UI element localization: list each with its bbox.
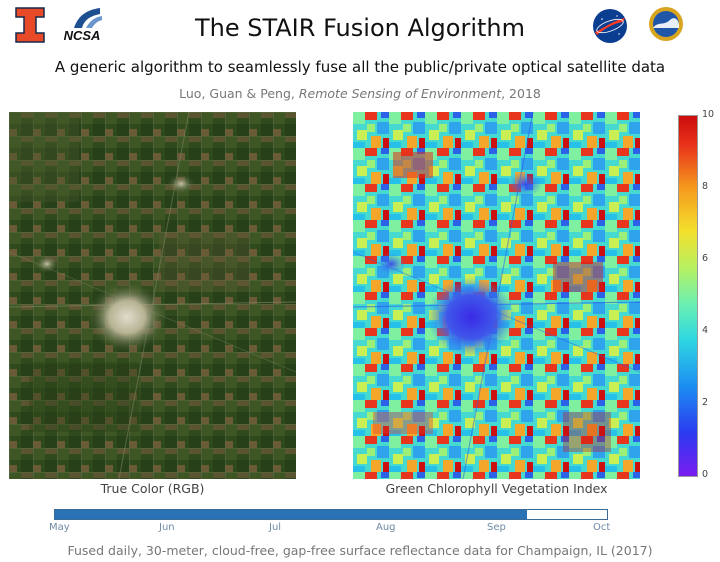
month-label-jun: Jun [159, 522, 175, 533]
colorbar-tick-8: 8 [702, 181, 709, 192]
footer-caption: Fused daily, 30-meter, cloud-free, gap-f… [67, 543, 653, 558]
page-subtitle: A generic algorithm to seamlessly fuse a… [54, 58, 666, 76]
nasa-logo-icon [593, 9, 627, 43]
citation-authors: Luo, Guan & Peng, [179, 86, 299, 101]
colorbar-tick-4: 4 [702, 325, 709, 336]
citation: Luo, Guan & Peng, Remote Sensing of Envi… [0, 86, 720, 101]
gcvi-image [353, 112, 640, 479]
month-label-sep: Sep [487, 522, 506, 533]
ncsa-logo-text: NCSA [63, 28, 101, 43]
nsf-logo-icon [649, 7, 683, 41]
colorbar-tick-2: 2 [702, 397, 709, 408]
ncsa-logo: NCSA [56, 8, 108, 44]
month-label-aug: Aug [376, 522, 396, 533]
ncsa-swoosh-icon [74, 8, 102, 28]
true-color-caption: True Color (RGB) [100, 481, 205, 496]
colorbar-tick-10: 10 [702, 109, 715, 120]
gcvi-caption: Green Chlorophyll Vegetation Index [385, 481, 608, 496]
month-label-jul: Jul [269, 522, 282, 533]
timeline-progress-fill [55, 510, 527, 519]
illinois-logo-icon [15, 7, 45, 43]
month-label-oct: Oct [593, 522, 611, 533]
month-label-may: May [49, 522, 70, 533]
citation-journal: Remote Sensing of Environment [298, 86, 502, 101]
colorbar-tick-0: 0 [702, 469, 709, 480]
colorbar [678, 115, 698, 477]
true-color-map [9, 112, 296, 479]
true-color-image [9, 112, 296, 479]
timeline-progress-bar[interactable] [54, 509, 608, 520]
citation-year: , 2018 [501, 86, 541, 101]
colorbar-tick-6: 6 [702, 253, 709, 264]
gcvi-map [353, 112, 640, 479]
page-title: The STAIR Fusion Algorithm [194, 14, 526, 42]
